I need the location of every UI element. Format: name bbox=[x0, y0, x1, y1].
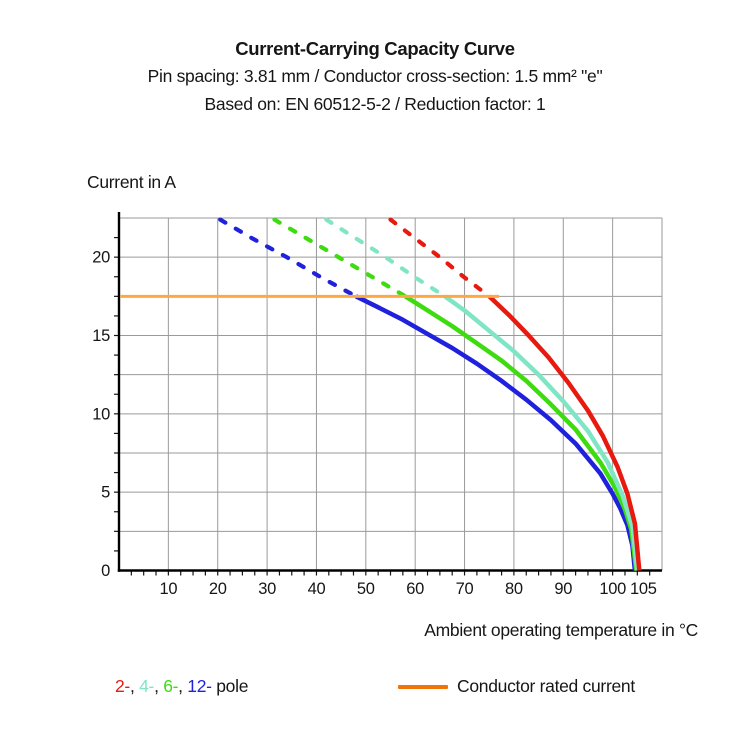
x-tick-label: 30 bbox=[258, 580, 276, 598]
x-tick-label: 90 bbox=[554, 580, 572, 598]
x-tick-label: 70 bbox=[456, 580, 474, 598]
x-tick-label: 20 bbox=[209, 580, 227, 598]
legend-pole-suffix: pole bbox=[211, 676, 249, 696]
x-tick-label: 60 bbox=[406, 580, 424, 598]
rated-current-label: Conductor rated current bbox=[457, 676, 635, 696]
chart-subtitle-pin-spacing: Pin spacing: 3.81 mm / Conductor cross-s… bbox=[147, 66, 603, 86]
legend-separator: , bbox=[129, 676, 140, 696]
curve-2-pole bbox=[487, 294, 642, 571]
x-tick-label: 105 bbox=[630, 580, 657, 598]
x-axis-tick-labels: 10 20 30 40 50 60 70 80 90 100 105 bbox=[159, 580, 657, 598]
y-axis-title: Current in A bbox=[87, 172, 176, 192]
x-tick-label: 80 bbox=[505, 580, 523, 598]
x-tick-label: 40 bbox=[308, 580, 326, 598]
axis-minor-ticks bbox=[114, 236, 651, 576]
legend-separator: , bbox=[154, 676, 164, 696]
y-axis-tick-labels: 0 5 10 15 20 bbox=[92, 249, 110, 580]
legend-pole-6pole: 6- bbox=[163, 676, 179, 696]
y-tick-label: 0 bbox=[101, 562, 110, 580]
axes bbox=[117, 212, 662, 572]
curve-4-pole bbox=[443, 294, 640, 571]
curve-12-pole-dashed bbox=[218, 217, 358, 299]
legend-pole-4pole: 4- bbox=[139, 676, 155, 696]
x-tick-label: 100 bbox=[599, 580, 626, 598]
grid-lines bbox=[119, 217, 663, 571]
curve-2-pole-dashed bbox=[388, 217, 492, 299]
rated-current-line-swatch bbox=[398, 684, 448, 689]
legend: 2-, 4-, 6-, 12- pole Conductor rated cur… bbox=[0, 676, 750, 702]
y-tick-label: 10 bbox=[92, 405, 110, 423]
curve-12-pole bbox=[354, 294, 638, 571]
series-curves bbox=[218, 217, 642, 571]
chart-subtitle-standard: Based on: EN 60512-5-2 / Reduction facto… bbox=[204, 94, 546, 114]
legend-rated-current: Conductor rated current bbox=[398, 676, 635, 697]
x-tick-label: 10 bbox=[159, 580, 177, 598]
x-axis-title: Ambient operating temperature in °C bbox=[424, 620, 698, 640]
legend-pole-2pole: 2- bbox=[115, 676, 130, 696]
legend-pole-12pole: 12- bbox=[187, 676, 212, 696]
legend-pole-items: 2-, 4-, 6-, 12- pole bbox=[115, 676, 248, 697]
x-tick-label: 50 bbox=[357, 580, 375, 598]
curve-4-pole-dashed bbox=[324, 217, 447, 299]
y-tick-label: 5 bbox=[101, 484, 110, 502]
y-tick-label: 15 bbox=[92, 327, 110, 345]
curve-6-pole-dashed bbox=[272, 217, 408, 299]
chart-title: Current-Carrying Capacity Curve bbox=[235, 38, 515, 59]
y-tick-label: 20 bbox=[92, 249, 110, 267]
legend-separator: , bbox=[178, 676, 188, 696]
